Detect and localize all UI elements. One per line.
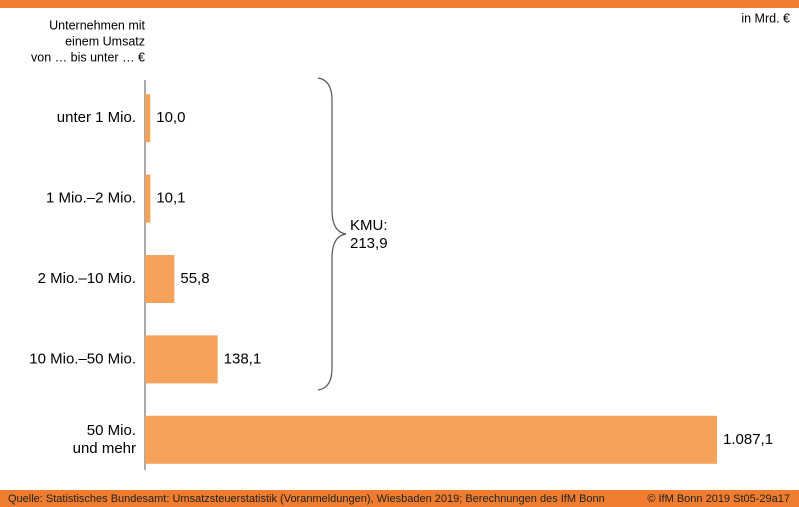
bar — [145, 94, 151, 143]
source: Quelle: Statistisches Bundesamt: Umsatzs… — [8, 493, 605, 505]
top-band — [0, 0, 799, 8]
value-label: 55,8 — [180, 270, 209, 287]
axis-title: Unternehmen mit — [49, 18, 145, 32]
value-label: 10,1 — [156, 190, 185, 207]
bar — [145, 335, 218, 384]
value-label: 10,0 — [156, 109, 185, 126]
value-label: 138,1 — [224, 350, 262, 367]
annotation: KMU: — [350, 217, 388, 234]
axis-title: einem Umsatz — [65, 34, 145, 48]
bar — [145, 415, 717, 464]
unit-note: in Mrd. € — [741, 11, 790, 25]
bar — [145, 174, 151, 223]
category-label: 10 Mio.–50 Mio. — [29, 350, 136, 367]
bar — [145, 255, 175, 303]
brace — [317, 77, 347, 391]
category-label: unter 1 Mio. — [57, 109, 136, 126]
category-label: 50 Mio. und mehr — [73, 422, 136, 457]
axis-title: von … bis unter … € — [31, 50, 145, 64]
credit: © IfM Bonn 2019 St05-29a17 — [647, 493, 790, 505]
value-label: 1.087,1 — [723, 431, 773, 448]
category-label: 2 Mio.–10 Mio. — [38, 270, 136, 287]
annotation: 213,9 — [350, 235, 388, 252]
footer-band — [0, 490, 799, 507]
category-label: 1 Mio.–2 Mio. — [46, 190, 136, 207]
